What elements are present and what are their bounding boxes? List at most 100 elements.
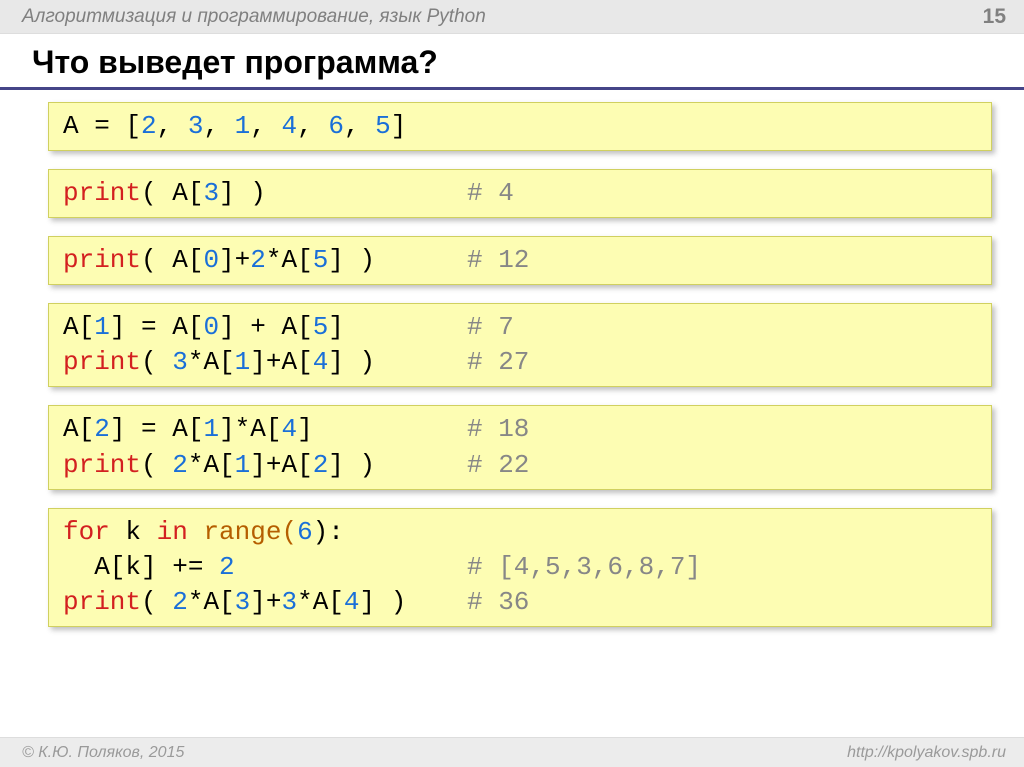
code-fragment: ] ) xyxy=(360,587,407,617)
code-fragment: *A[ xyxy=(266,245,313,275)
code-fragment: A = [ xyxy=(63,111,141,141)
code-fragment: ] = A[ xyxy=(110,414,204,444)
code-fragment: ]*A[ xyxy=(219,414,281,444)
code-comment: # 22 xyxy=(467,448,529,483)
code-fragment: , xyxy=(250,111,281,141)
code-fragment: 5 xyxy=(313,245,329,275)
slide-header: Алгоритмизация и программирование, язык … xyxy=(0,0,1024,34)
code-fragment: ]+A[ xyxy=(250,347,312,377)
code-fragment: print xyxy=(63,178,141,208)
code-fragment: print xyxy=(63,450,141,480)
code-fragment: in xyxy=(157,517,188,547)
code-line: print( A[0]+2*A[5] )# 12 xyxy=(63,243,977,278)
code-box: print( A[0]+2*A[5] )# 12 xyxy=(48,236,992,285)
code-fragment: , xyxy=(297,111,328,141)
code-fragment: ): xyxy=(313,517,344,547)
code-fragment: 1 xyxy=(235,347,251,377)
source-url: http://kpolyakov.spb.ru xyxy=(847,744,1006,762)
code-line: A[k] += 2 # [4,5,3,6,8,7] xyxy=(63,550,977,585)
code-fragment: ] xyxy=(297,414,313,444)
code-line: for k in range(6): xyxy=(63,515,977,550)
code-fragment: , xyxy=(344,111,375,141)
code-box: A[1] = A[0] + A[5]# 7print( 3*A[1]+A[4] … xyxy=(48,303,992,387)
code-fragment: 1 xyxy=(203,414,219,444)
code-fragment: *A[ xyxy=(188,587,235,617)
code-fragment: 4 xyxy=(281,414,297,444)
code-fragment: ] = A[ xyxy=(110,312,204,342)
code-fragment: 6 xyxy=(297,517,313,547)
code-fragment: k xyxy=(110,517,157,547)
code-fragment: *A[ xyxy=(188,450,235,480)
code-fragment: print xyxy=(63,245,141,275)
code-comment: # 36 xyxy=(467,585,529,620)
code-fragment: 2 xyxy=(219,552,235,582)
code-fragment: ] ) xyxy=(328,245,375,275)
code-fragment: 3 xyxy=(172,347,188,377)
code-comment: # 12 xyxy=(467,243,529,278)
code-fragment: 6 xyxy=(328,111,344,141)
code-line: A[2] = A[1]*A[4] # 18 xyxy=(63,412,977,447)
code-line: print( 2*A[3]+3*A[4] )# 36 xyxy=(63,585,977,620)
code-fragment: for xyxy=(63,517,110,547)
code-fragment: 1 xyxy=(94,312,110,342)
code-comment: # [4,5,3,6,8,7] xyxy=(467,550,701,585)
code-fragment: range( xyxy=(188,517,297,547)
code-box: A[2] = A[1]*A[4]# 18print( 2*A[1]+A[2] )… xyxy=(48,405,992,489)
code-comment: # 27 xyxy=(467,345,529,380)
code-fragment: A[ xyxy=(63,414,94,444)
code-fragment: 3 xyxy=(203,178,219,208)
code-fragment: A[ xyxy=(63,312,94,342)
code-line: print( 3*A[1]+A[4] )# 27 xyxy=(63,345,977,380)
code-fragment: ] xyxy=(328,312,344,342)
code-fragment: 4 xyxy=(282,111,298,141)
code-fragment: 1 xyxy=(235,111,251,141)
code-fragment: ] ) xyxy=(328,450,375,480)
slide-content: A = [2, 3, 1, 4, 6, 5] print( A[3] )# 4p… xyxy=(0,102,1024,627)
code-fragment: 2 xyxy=(94,414,110,444)
code-box: print( A[3] ) # 4 xyxy=(48,169,992,218)
code-line: A = [2, 3, 1, 4, 6, 5] xyxy=(63,109,977,144)
code-fragment: print xyxy=(63,587,141,617)
code-fragment: *A[ xyxy=(297,587,344,617)
code-fragment: 3 xyxy=(235,587,251,617)
code-box: A = [2, 3, 1, 4, 6, 5] xyxy=(48,102,992,151)
code-fragment: ( A[ xyxy=(141,178,203,208)
code-fragment: 1 xyxy=(235,450,251,480)
code-fragment: ] ) xyxy=(219,178,266,208)
code-comment: # 4 xyxy=(467,176,514,211)
code-fragment: ]+ xyxy=(250,587,281,617)
code-fragment: 3 xyxy=(188,111,204,141)
code-fragment: 0 xyxy=(203,312,219,342)
code-fragment: ( A[ xyxy=(141,245,203,275)
code-fragment: 2 xyxy=(141,111,157,141)
code-fragment: *A[ xyxy=(188,347,235,377)
code-fragment: 3 xyxy=(281,587,297,617)
code-fragment: , xyxy=(157,111,188,141)
code-line: print( 2*A[1]+A[2] )# 22 xyxy=(63,448,977,483)
code-fragment: ] xyxy=(391,111,422,141)
course-title: Алгоритмизация и программирование, язык … xyxy=(22,6,486,28)
code-fragment: ( xyxy=(141,587,172,617)
code-line: print( A[3] ) # 4 xyxy=(63,176,977,211)
code-fragment: ]+ xyxy=(219,245,250,275)
code-box: for k in range(6): A[k] += 2 # [4,5,3,6,8… xyxy=(48,508,992,627)
code-comment: # 18 xyxy=(467,412,529,447)
code-comment: # 7 xyxy=(467,310,514,345)
code-fragment: , xyxy=(203,111,234,141)
code-fragment: 0 xyxy=(203,245,219,275)
slide-title: Что выведет программа? xyxy=(0,34,1024,90)
code-fragment: 2 xyxy=(313,450,329,480)
code-fragment: ] + A[ xyxy=(219,312,313,342)
code-fragment: 4 xyxy=(313,347,329,377)
code-fragment: ]+A[ xyxy=(250,450,312,480)
slide-footer: © К.Ю. Поляков, 2015 http://kpolyakov.sp… xyxy=(0,737,1024,767)
code-fragment: 5 xyxy=(375,111,391,141)
code-line: A[1] = A[0] + A[5]# 7 xyxy=(63,310,977,345)
code-fragment: A[k] += xyxy=(63,552,219,582)
code-fragment: ( xyxy=(141,450,172,480)
copyright-text: © К.Ю. Поляков, 2015 xyxy=(22,744,184,762)
page-number: 15 xyxy=(983,5,1006,29)
code-fragment: print xyxy=(63,347,141,377)
code-fragment: 2 xyxy=(172,587,188,617)
code-fragment: 4 xyxy=(344,587,360,617)
